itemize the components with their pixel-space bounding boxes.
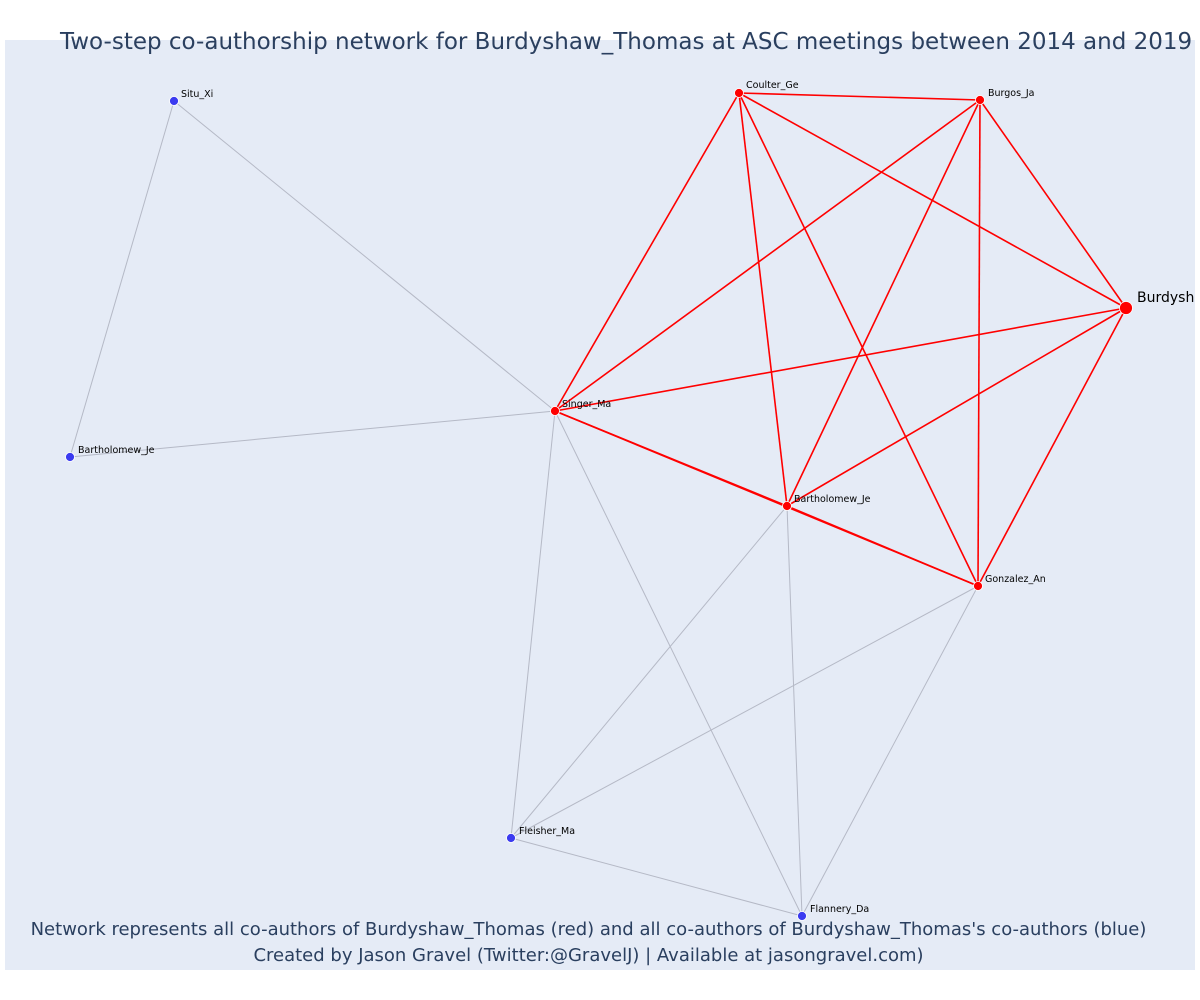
grey-edge-situ-bartholomew_blue — [69, 100, 175, 458]
node-label-fleisher: Fleisher_Ma — [519, 826, 575, 837]
grey-edge-singer-fleisher — [510, 410, 556, 839]
node-singer[interactable] — [550, 406, 560, 416]
chart-title: Two-step co-authorship network for Burdy… — [60, 29, 1193, 55]
grey-edge-singer-flannery — [554, 410, 803, 917]
node-fleisher[interactable] — [506, 833, 516, 843]
grey-edge-bartholomew_red-fleisher — [510, 505, 788, 839]
red-edge-layer — [554, 92, 1127, 587]
node-gonzalez[interactable] — [973, 581, 983, 591]
grey-edge-situ-singer — [173, 100, 556, 412]
node-flannery[interactable] — [797, 911, 807, 921]
node-layer: Burdysh Coulter_Ge Burgos_Ja Singer_Ma Barth… — [65, 80, 1194, 921]
red-edge-burgos-singer — [554, 99, 981, 412]
red-edge-coulter-burgos — [738, 92, 981, 101]
node-bartholomew_red[interactable] — [782, 501, 792, 511]
red-edge-coulter-bartholomew_red — [738, 92, 788, 507]
red-edge-coulter-singer — [554, 92, 740, 412]
node-label-gonzalez: Gonzalez_An — [985, 574, 1046, 585]
grey-edge-gonzalez-flannery — [801, 585, 979, 917]
caption-line-1: Network represents all co-authors of Bur… — [30, 919, 1147, 940]
node-label-coulter: Coulter_Ge — [746, 80, 799, 91]
node-bartholomew_blue[interactable] — [65, 452, 75, 462]
red-edge-burdyshaw-singer — [554, 307, 1127, 412]
node-burdyshaw[interactable] — [1119, 301, 1133, 315]
node-coulter[interactable] — [734, 88, 744, 98]
node-label-bartholomew_blue: Bartholomew_Je — [78, 445, 155, 456]
node-label-bartholomew_red: Bartholomew_Je — [794, 494, 871, 505]
red-edge-burdyshaw-bartholomew_red — [786, 307, 1127, 507]
red-edge-burgos-gonzalez — [977, 99, 981, 587]
grey-edge-fleisher-flannery — [510, 837, 803, 917]
caption-line-2: Created by Jason Gravel (Twitter:@Gravel… — [253, 945, 924, 966]
node-label-burgos: Burgos_Ja — [988, 88, 1034, 99]
node-label-situ: Situ_Xi — [181, 89, 213, 100]
node-label-burdyshaw: Burdysh — [1137, 290, 1194, 306]
grey-edge-bartholomew_red-flannery — [786, 505, 803, 917]
grey-edge-bartholomew_blue-singer — [69, 410, 556, 458]
red-edge-burgos-bartholomew_red — [786, 99, 981, 507]
grey-edge-gonzalez-fleisher — [510, 585, 979, 839]
node-situ[interactable] — [169, 96, 179, 106]
plot-background — [5, 40, 1195, 970]
red-edge-burdyshaw-gonzalez — [977, 307, 1127, 587]
red-edge-bartholomew_red-gonzalez — [786, 505, 979, 587]
chart-caption: Network represents all co-authors of Bur… — [0, 917, 1177, 969]
node-burgos[interactable] — [975, 95, 985, 105]
node-label-singer: Singer_Ma — [562, 399, 611, 410]
red-edge-burgos-burdyshaw — [979, 99, 1127, 309]
red-edge-coulter-gonzalez — [738, 92, 979, 587]
grey-edge-layer — [69, 100, 979, 917]
node-label-flannery: Flannery_Da — [810, 904, 869, 915]
